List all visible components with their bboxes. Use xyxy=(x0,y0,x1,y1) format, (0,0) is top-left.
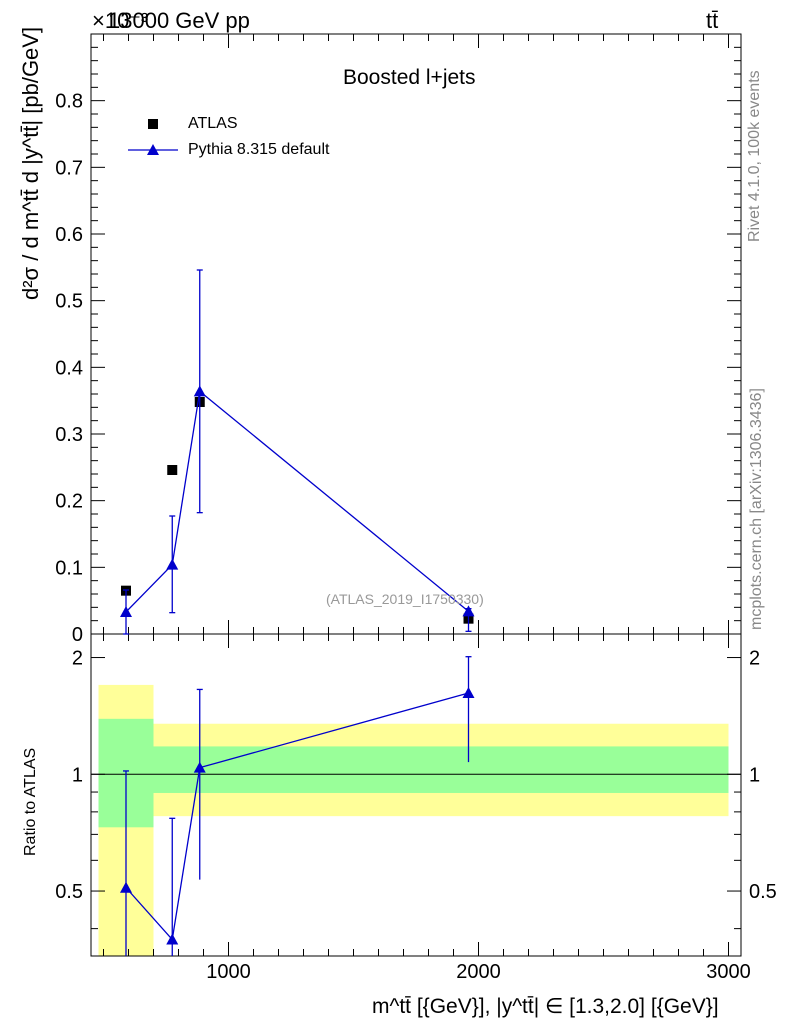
top-y-tick-label: 0.4 xyxy=(55,357,83,379)
top-y-tick-label: 0.1 xyxy=(55,557,83,579)
ratio-bands xyxy=(91,684,741,956)
analysis-watermark: (ATLAS_2019_I1750330) xyxy=(326,591,484,607)
pythia-data-point xyxy=(193,385,206,397)
pythia-data-point xyxy=(166,558,179,570)
top-y-tick-label: 0.2 xyxy=(55,491,83,513)
ratio-y-axis-label: Ratio to ATLAS xyxy=(22,747,39,856)
legend-pythia-label: Pythia 8.315 default xyxy=(188,141,330,158)
top-y-tick-label: 0.7 xyxy=(55,157,83,179)
x-tick-label: 3000 xyxy=(706,961,751,983)
rivet-label: Rivet 4.1.0, 100k events xyxy=(746,70,763,242)
atlas-data-point xyxy=(167,465,178,475)
ratio-data-point xyxy=(166,933,179,945)
chart-title: Boosted l+jets xyxy=(343,66,476,89)
axis-ticks: 0 0.1 0.2 0.3 0.4 0.5 0.6 0.7 0.8 1000 2000 3000 0.5… xyxy=(55,34,777,983)
ratio-data-point xyxy=(120,881,132,893)
top-y-tick-label: 0.3 xyxy=(55,424,83,446)
top-y-tick-label: 0.6 xyxy=(55,224,83,246)
ratio-plot-frame xyxy=(90,633,742,957)
x-axis-label: m^tt̄ [{GeV}], |y^tt̄| ∈ [1.3,2.0] [{GeV… xyxy=(372,995,719,1018)
ratio-y-tick-label: 1 xyxy=(749,764,760,786)
ratio-y-tick-label: 1 xyxy=(72,764,83,786)
top-y-axis-label: d²σ / d m^tt̄ d |y^tt̄| [pb/GeV] xyxy=(18,26,43,300)
top-y-tick-label: 0.5 xyxy=(55,291,83,313)
ratio-pythia-line xyxy=(125,692,469,941)
data-series xyxy=(120,269,475,956)
exponent-label: ×10⁻³ xyxy=(92,8,149,33)
uncertainty-band-inner xyxy=(153,746,729,793)
ratio-data-point xyxy=(462,687,475,699)
top-y-tick-label: 0 xyxy=(72,624,83,646)
legend-atlas-marker xyxy=(148,119,158,129)
header-right: tt̄ xyxy=(706,8,719,33)
legend-pythia-marker xyxy=(147,144,159,155)
ratio-data-point xyxy=(193,761,206,773)
legend xyxy=(128,119,178,155)
mcplots-label: mcplots.cern.ch [arXiv:1306.3436] xyxy=(748,388,765,630)
ratio-y-tick-label: 2 xyxy=(749,648,760,670)
pythia-data-point xyxy=(462,605,475,617)
ratio-y-tick-label: 0.5 xyxy=(55,881,83,903)
pythia-line xyxy=(125,390,469,613)
x-tick-label: 2000 xyxy=(456,961,501,983)
top-y-tick-label: 0.8 xyxy=(55,91,83,113)
plot-frames xyxy=(90,33,742,957)
header-left: 13000 GeV pp xyxy=(108,8,250,33)
pythia-data-point xyxy=(120,606,132,617)
legend-atlas-label: ATLAS xyxy=(188,115,238,132)
x-tick-label: 1000 xyxy=(206,961,251,983)
ratio-y-tick-label: 0.5 xyxy=(749,881,777,903)
ratio-y-tick-label: 2 xyxy=(72,648,83,670)
